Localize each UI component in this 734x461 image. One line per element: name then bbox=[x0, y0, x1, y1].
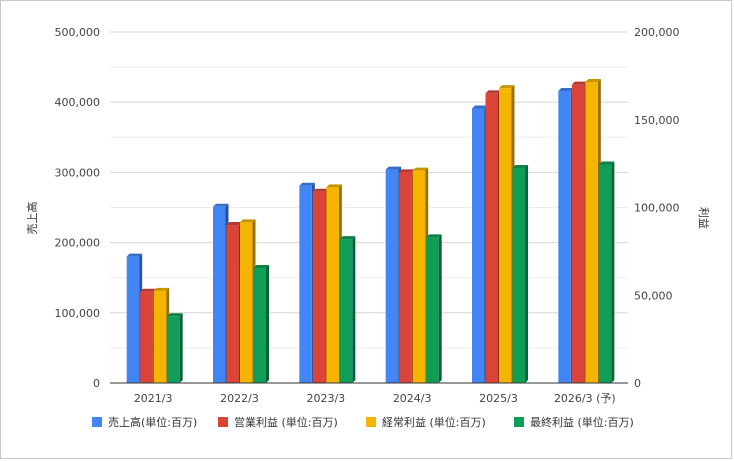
x-tick-label: 2026/3 (予) bbox=[554, 392, 616, 405]
bar bbox=[226, 222, 242, 383]
legend-item: 営業利益 (単位:百万) bbox=[218, 415, 338, 429]
gridlines bbox=[110, 31, 628, 384]
legend-swatch bbox=[514, 417, 524, 427]
bar bbox=[140, 288, 156, 383]
bar bbox=[326, 184, 342, 383]
left-tick-label: 200,000 bbox=[55, 237, 101, 250]
legend-label: 最終利益 (単位:百万) bbox=[530, 415, 634, 429]
left-tick-label: 400,000 bbox=[55, 96, 101, 109]
bar bbox=[499, 85, 515, 383]
bars bbox=[126, 79, 615, 384]
legend-swatch bbox=[366, 417, 376, 427]
left-axis-title: 売上高 bbox=[25, 202, 39, 235]
legend-label: 売上高(単位:百万) bbox=[108, 415, 197, 429]
left-tick-label: 500,000 bbox=[55, 26, 101, 39]
x-axis-ticks: 2021/3 2022/3 2023/3 2024/3 2025/3 2026/3 (予) bbox=[134, 392, 616, 405]
bar bbox=[240, 219, 256, 383]
bar bbox=[167, 313, 183, 383]
right-tick-label: 100,000 bbox=[634, 202, 680, 215]
bar bbox=[472, 105, 488, 383]
right-axis-ticks: 0 50,000 100,000 150,000 200,000 bbox=[634, 26, 680, 390]
x-tick-label: 2025/3 bbox=[479, 392, 518, 405]
x-tick-label: 2022/3 bbox=[220, 392, 259, 405]
bar bbox=[312, 188, 329, 383]
legend-item: 経常利益 (単位:百万) bbox=[366, 415, 486, 429]
bar bbox=[213, 203, 229, 383]
legend: 売上高(単位:百万) 営業利益 (単位:百万) 経常利益 (単位:百万) 最終利益 (… bbox=[92, 415, 634, 429]
legend-item: 売上高(単位:百万) bbox=[92, 415, 197, 429]
bar bbox=[485, 90, 501, 384]
left-axis-ticks: 0 100,000 200,000 300,000 400,000 500,000 bbox=[55, 26, 101, 390]
right-tick-label: 150,000 bbox=[634, 114, 680, 127]
legend-label: 営業利益 (単位:百万) bbox=[234, 415, 338, 429]
bar bbox=[426, 234, 442, 383]
bar bbox=[253, 265, 269, 383]
bar bbox=[571, 81, 588, 384]
bar bbox=[598, 161, 615, 383]
legend-swatch bbox=[92, 417, 102, 427]
bar bbox=[339, 236, 356, 383]
bar bbox=[585, 79, 601, 383]
left-tick-label: 100,000 bbox=[55, 307, 101, 320]
bar bbox=[299, 182, 315, 383]
bar bbox=[412, 167, 429, 383]
bar bbox=[399, 169, 415, 383]
legend-swatch bbox=[218, 417, 228, 427]
legend-label: 経常利益 (単位:百万) bbox=[382, 415, 486, 429]
bar bbox=[385, 166, 402, 383]
left-tick-label: 300,000 bbox=[55, 166, 101, 179]
x-tick-label: 2023/3 bbox=[306, 392, 345, 405]
right-tick-label: 0 bbox=[634, 377, 641, 390]
legend-item: 最終利益 (単位:百万) bbox=[514, 415, 634, 429]
right-tick-label: 50,000 bbox=[634, 289, 673, 302]
right-axis-title: 利益 bbox=[697, 207, 711, 229]
bar bbox=[153, 287, 170, 383]
bar bbox=[558, 87, 574, 383]
bar bbox=[512, 165, 528, 383]
right-tick-label: 200,000 bbox=[634, 26, 680, 39]
bar bbox=[126, 253, 143, 383]
left-tick-label: 0 bbox=[93, 377, 100, 390]
x-tick-label: 2021/3 bbox=[134, 392, 173, 405]
x-tick-label: 2024/3 bbox=[393, 392, 432, 405]
